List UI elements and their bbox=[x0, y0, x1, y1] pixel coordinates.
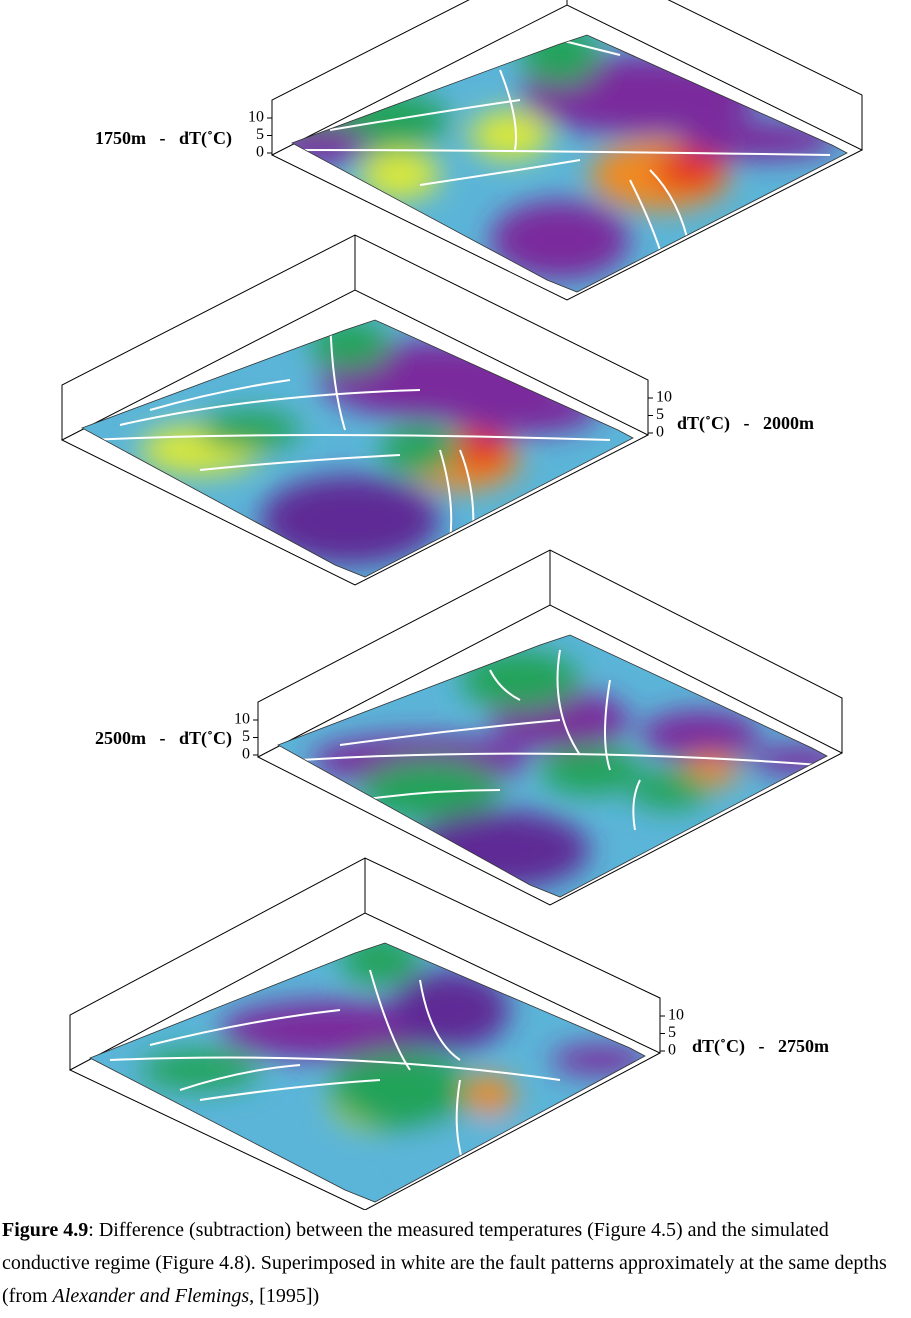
fault-line bbox=[299, 149, 831, 156]
fault-line bbox=[604, 679, 611, 771]
panel-label: dT(˚C) - 2750m bbox=[692, 1036, 829, 1057]
color-patch bbox=[360, 150, 440, 200]
color-patch bbox=[465, 1075, 515, 1115]
color-patch bbox=[640, 710, 760, 760]
color-patch bbox=[310, 320, 390, 370]
surface bbox=[82, 320, 633, 577]
z-tick-label: 10 bbox=[656, 389, 672, 406]
color-patch bbox=[470, 110, 550, 160]
fault-line bbox=[499, 69, 517, 151]
z-tick-label: 0 bbox=[242, 746, 250, 763]
surface-outline bbox=[89, 942, 646, 1203]
fault-line bbox=[439, 449, 453, 541]
caption-text: : Difference (subtraction) between the m… bbox=[2, 1219, 887, 1307]
z-tick-label: 10 bbox=[234, 711, 250, 728]
fault-line bbox=[119, 389, 421, 426]
color-patch bbox=[330, 1050, 470, 1130]
color-patch bbox=[360, 760, 500, 820]
surface bbox=[90, 943, 645, 1202]
fault-line bbox=[109, 1056, 561, 1081]
color-patch bbox=[540, 745, 640, 795]
fault-line bbox=[359, 789, 501, 801]
color-patch bbox=[520, 35, 600, 85]
color-patch bbox=[490, 200, 630, 280]
surface-colors bbox=[310, 650, 827, 890]
z-tick-label: 0 bbox=[256, 144, 264, 161]
fault-line bbox=[556, 649, 581, 756]
surface-colors bbox=[292, 35, 840, 280]
fault-line bbox=[419, 159, 581, 186]
fault-line bbox=[199, 1079, 381, 1101]
color-patch bbox=[340, 943, 420, 985]
surface-colors bbox=[140, 320, 600, 565]
panel-label: dT(˚C) - 2000m bbox=[677, 413, 814, 434]
panel-label: 2500m - dT(˚C) bbox=[95, 728, 232, 749]
caption: Figure 4.9: Difference (subtraction) bet… bbox=[2, 1214, 908, 1313]
z-tick-label: 5 bbox=[668, 1024, 676, 1041]
z-tick-label: 5 bbox=[256, 126, 264, 143]
color-patch bbox=[410, 810, 590, 890]
fault-line bbox=[149, 379, 291, 411]
caption-tail: , [1995]) bbox=[249, 1285, 320, 1307]
fault-line bbox=[179, 1064, 301, 1091]
z-tick-label: 5 bbox=[656, 406, 664, 423]
fault-line bbox=[149, 1009, 341, 1046]
caption-citation: Alexander and Flemings bbox=[52, 1285, 250, 1307]
surface bbox=[278, 635, 827, 897]
z-tick-label: 0 bbox=[656, 424, 664, 441]
fault-line bbox=[369, 969, 411, 1071]
color-patch bbox=[630, 770, 710, 810]
color-patch bbox=[550, 1045, 645, 1075]
z-tick-label: 10 bbox=[668, 1007, 684, 1024]
color-patch bbox=[655, 150, 725, 190]
fault-line bbox=[329, 320, 346, 431]
caption-label: Figure 4.9 bbox=[2, 1219, 89, 1241]
surface-outline bbox=[291, 34, 848, 293]
z-tick-label: 5 bbox=[242, 728, 250, 745]
surface-colors bbox=[140, 943, 645, 1180]
fault-line bbox=[329, 99, 521, 131]
fault-line bbox=[89, 434, 611, 441]
color-patch bbox=[140, 1050, 260, 1090]
color-patch bbox=[460, 650, 580, 710]
color-patch bbox=[260, 475, 440, 565]
color-patch bbox=[390, 970, 510, 1050]
surface bbox=[292, 35, 847, 292]
fault-line bbox=[489, 669, 521, 701]
z-tick-label: 0 bbox=[668, 1042, 676, 1059]
surface-outline bbox=[277, 634, 828, 898]
panel-label: 1750m - dT(˚C) bbox=[95, 128, 232, 149]
surface-outline bbox=[81, 319, 634, 578]
color-patch bbox=[200, 410, 300, 450]
fault-line bbox=[299, 752, 821, 766]
fault-line bbox=[632, 779, 641, 831]
color-patch bbox=[450, 432, 510, 468]
fault-line bbox=[419, 979, 461, 1061]
color-patch bbox=[410, 1120, 530, 1180]
color-patch bbox=[440, 385, 600, 435]
color-patch bbox=[380, 425, 460, 475]
fault-line bbox=[339, 719, 561, 746]
fault-line bbox=[199, 454, 401, 471]
z-tick-label: 10 bbox=[248, 109, 264, 126]
fault-line bbox=[629, 179, 661, 251]
